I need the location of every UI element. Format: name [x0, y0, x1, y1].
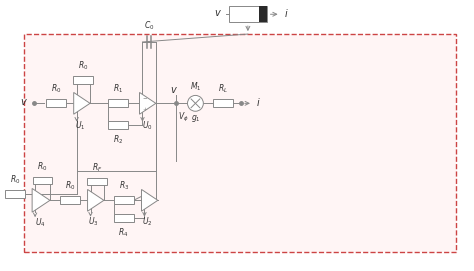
- Text: $R_1$: $R_1$: [113, 83, 123, 95]
- Text: $v$: $v$: [20, 97, 28, 107]
- Text: $V_\phi$: $V_\phi$: [178, 111, 188, 124]
- Text: $U_0$: $U_0$: [142, 119, 153, 132]
- Text: $U_2$: $U_2$: [142, 215, 153, 228]
- Text: $R_0$: $R_0$: [64, 180, 75, 192]
- Text: $R_0$: $R_0$: [78, 59, 89, 72]
- Polygon shape: [73, 92, 90, 114]
- Bar: [60, 196, 80, 204]
- Bar: [87, 178, 107, 185]
- Bar: [259, 6, 267, 22]
- Bar: [24, 34, 456, 252]
- Bar: [33, 177, 53, 185]
- Text: $v$: $v$: [214, 8, 222, 18]
- Polygon shape: [142, 189, 158, 211]
- Text: $i$: $i$: [284, 7, 289, 19]
- Polygon shape: [32, 188, 50, 212]
- Text: $M_1$: $M_1$: [190, 81, 201, 93]
- Text: $+$: $+$: [143, 105, 149, 113]
- Bar: [108, 99, 128, 107]
- Text: $R_0$: $R_0$: [51, 83, 61, 95]
- Polygon shape: [88, 189, 104, 211]
- Text: $-$: $-$: [143, 95, 148, 100]
- Text: $U_4$: $U_4$: [35, 216, 46, 229]
- Text: $R_2$: $R_2$: [113, 133, 123, 146]
- Bar: [73, 76, 93, 83]
- Text: $U_3$: $U_3$: [88, 215, 99, 228]
- Text: $v$: $v$: [170, 85, 178, 95]
- Text: $R_4$: $R_4$: [118, 226, 129, 238]
- Text: $R_L$: $R_L$: [218, 83, 228, 95]
- Bar: [46, 99, 66, 107]
- Bar: [114, 214, 134, 222]
- Text: $g_1$: $g_1$: [191, 113, 201, 124]
- Text: $R_3$: $R_3$: [118, 180, 129, 192]
- Bar: [108, 121, 128, 129]
- Text: $R_F$: $R_F$: [92, 161, 102, 174]
- Bar: [213, 99, 233, 107]
- Bar: [229, 6, 267, 22]
- Text: $R_0$: $R_0$: [37, 160, 48, 173]
- Text: $R_0$: $R_0$: [10, 174, 20, 186]
- Circle shape: [188, 95, 203, 111]
- Bar: [5, 191, 25, 198]
- Text: $C_0$: $C_0$: [144, 20, 155, 32]
- Polygon shape: [139, 92, 156, 114]
- Bar: [114, 196, 134, 204]
- Text: $i$: $i$: [256, 96, 261, 108]
- Text: $U_1$: $U_1$: [75, 119, 86, 132]
